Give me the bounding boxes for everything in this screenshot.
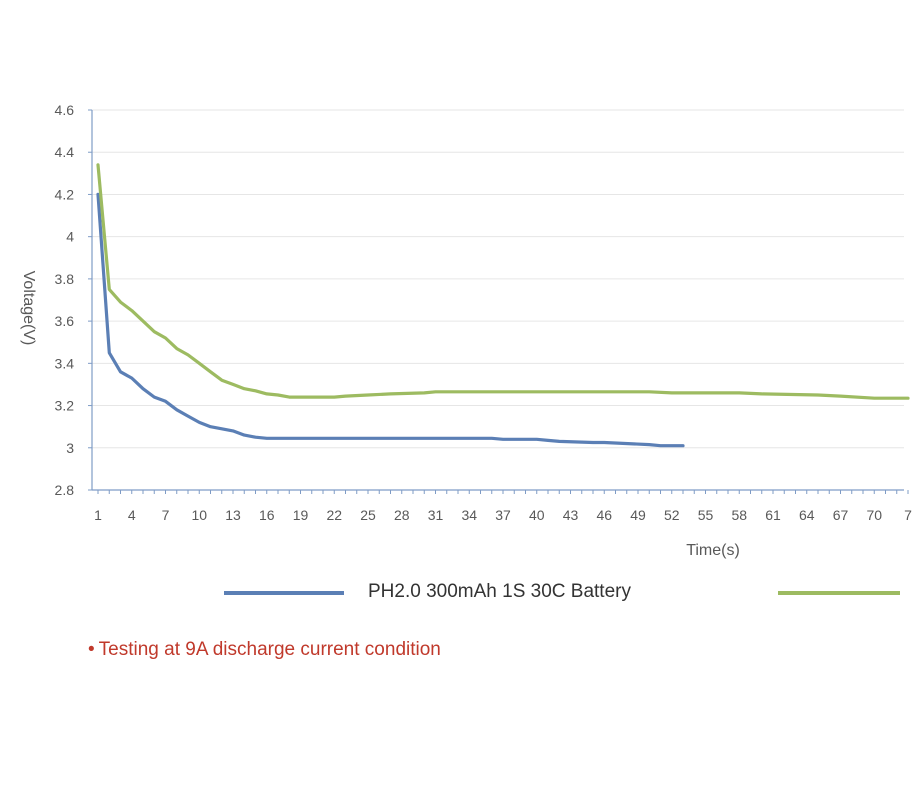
x-tick-label: 52 xyxy=(664,507,680,523)
x-tick-label: 1 xyxy=(94,507,102,523)
x-tick-label: 25 xyxy=(360,507,376,523)
series-line-1 xyxy=(96,192,685,448)
y-tick-label: 4.2 xyxy=(55,186,75,202)
test-condition-note: • Testing at 9A discharge current conditi… xyxy=(88,639,441,661)
y-tick-label: 4.4 xyxy=(55,144,75,160)
x-tick-label: 7 xyxy=(904,507,912,523)
y-tick-label: 3.8 xyxy=(55,271,75,287)
x-tick-label: 28 xyxy=(394,507,410,523)
x-tick-label: 61 xyxy=(765,507,781,523)
y-tick-label: 3.6 xyxy=(55,313,75,329)
y-tick-label: 3.4 xyxy=(55,355,75,371)
x-tick-label: 31 xyxy=(428,507,444,523)
x-tick-label: 43 xyxy=(563,507,579,523)
x-tick-label: 49 xyxy=(630,507,646,523)
axis-layer xyxy=(88,109,909,494)
y-tick-label: 4 xyxy=(66,229,74,245)
y-axis-title: Voltage(V) xyxy=(20,271,37,346)
x-tick-label: 37 xyxy=(495,507,511,523)
y-tick-label: 2.8 xyxy=(55,482,75,498)
x-tick-label: 13 xyxy=(225,507,241,523)
x-tick-label: 10 xyxy=(191,507,207,523)
x-tick-label: 64 xyxy=(799,507,815,523)
y-tick-label: 3 xyxy=(66,440,74,456)
note-bullet: • xyxy=(88,639,95,660)
series-layer xyxy=(96,163,910,448)
x-tick-label: 46 xyxy=(596,507,612,523)
grid-layer xyxy=(92,109,904,449)
x-tick-label: 22 xyxy=(326,507,342,523)
note-text: Testing at 9A discharge current conditio… xyxy=(98,639,441,660)
x-tick-label: 7 xyxy=(162,507,170,523)
x-tick-label: 70 xyxy=(866,507,882,523)
legend: PH2.0 300mAh 1S 30C Battery xyxy=(224,581,900,602)
x-tick-label: 34 xyxy=(461,507,477,523)
series-line-2 xyxy=(96,163,910,400)
x-tick-label: 40 xyxy=(529,507,545,523)
x-tick-label: 58 xyxy=(731,507,747,523)
y-tick-label: 3.2 xyxy=(55,398,75,414)
x-axis-title: Time(s) xyxy=(686,542,740,559)
x-tick-label: 19 xyxy=(293,507,309,523)
x-tick-label: 67 xyxy=(833,507,849,523)
x-tick-label: 4 xyxy=(128,507,136,523)
label-layer: 2.8 3 3.2 3.4 3.6 3.8 4 4.2 4.4 4.6 1 4 7 10 13 16 19 22 2… xyxy=(55,102,913,523)
y-tick-label: 4.6 xyxy=(55,102,75,118)
legend-label-series-1: PH2.0 300mAh 1S 30C Battery xyxy=(368,581,631,602)
x-tick-label: 16 xyxy=(259,507,275,523)
x-tick-label: 55 xyxy=(698,507,714,523)
